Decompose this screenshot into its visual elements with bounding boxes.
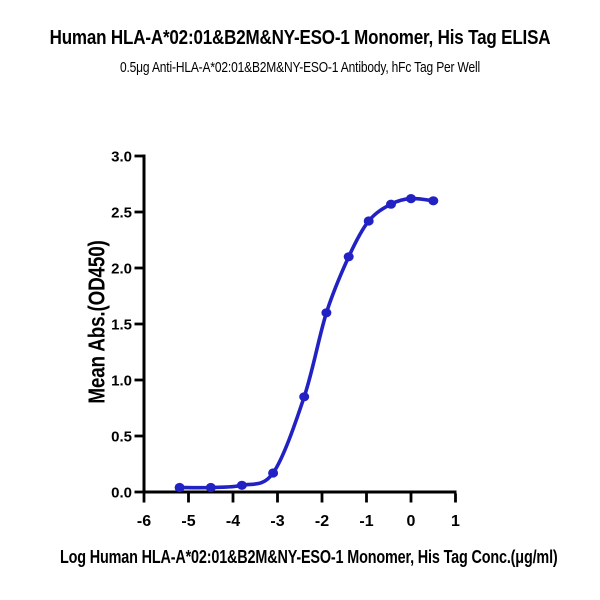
y-tick-label: 1.5: [111, 317, 132, 334]
x-tick-label: -2: [315, 513, 329, 530]
data-point: [268, 468, 279, 478]
fit-curve: [177, 196, 436, 490]
data-point: [174, 482, 185, 493]
y-tick-label: 0.0: [111, 485, 132, 502]
y-tick-label: 0.5: [111, 429, 132, 446]
x-tick-label: 0: [407, 513, 416, 530]
data-point: [386, 199, 396, 209]
x-axis-title: Log Human HLA-A*02:01&B2M&NY-ESO-1 Monom…: [60, 547, 558, 567]
data-point: [236, 480, 247, 490]
y-tick-label: 2.0: [111, 261, 132, 278]
y-tick-label: 1.0: [111, 373, 132, 390]
data-point: [363, 216, 374, 226]
data-point: [406, 194, 416, 204]
chart-subtitle: 0.5μg Anti-HLA-A*02:01&B2M&NY-ESO-1 Anti…: [119, 59, 481, 76]
y-axis-title: Mean Abs.(OD450): [83, 240, 110, 404]
x-tick-label: -6: [137, 513, 151, 530]
x-tick-label: 1: [451, 513, 460, 530]
x-tick-label: -3: [270, 513, 284, 530]
data-point: [205, 482, 216, 493]
data-point: [321, 308, 332, 318]
y-tick-label: 3.0: [111, 149, 132, 166]
data-point: [428, 196, 439, 206]
chart-title: Human HLA-A*02:01&B2M&NY-ESO-1 Monomer, …: [49, 27, 551, 49]
x-tick-label: -4: [226, 513, 240, 530]
data-point: [343, 252, 354, 262]
data-point: [299, 392, 310, 402]
x-tick-label: -1: [359, 513, 373, 530]
x-tick-label: -5: [181, 513, 195, 530]
y-tick-label: 2.5: [111, 205, 132, 222]
